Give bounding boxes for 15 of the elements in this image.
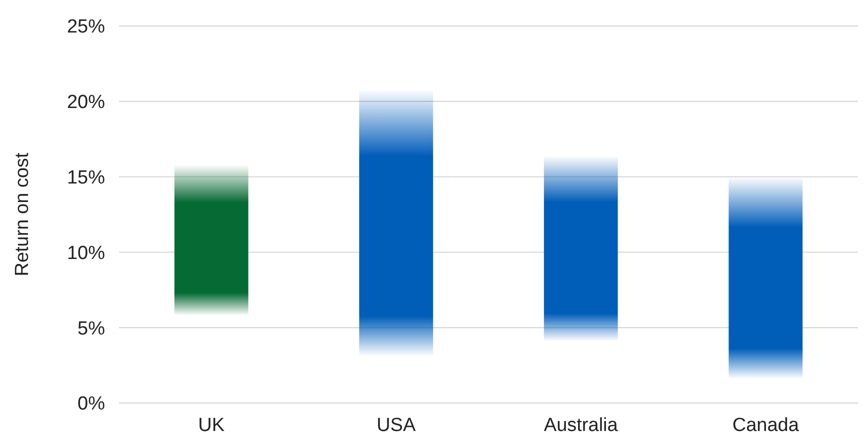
bar bbox=[728, 176, 803, 379]
y-tick-label: 0% bbox=[78, 394, 106, 415]
bar bbox=[174, 164, 248, 316]
y-tick-label: 10% bbox=[66, 242, 106, 264]
y-tick-label: 25% bbox=[66, 16, 106, 38]
bar bbox=[544, 156, 618, 342]
x-tick-label: UK bbox=[198, 415, 225, 436]
y-axis-title: Return on cost bbox=[12, 152, 33, 276]
x-tick-label: Canada bbox=[732, 415, 800, 436]
y-tick-label: 15% bbox=[66, 167, 106, 188]
x-tick-label: USA bbox=[376, 415, 416, 436]
x-tick-label: Australia bbox=[544, 415, 618, 436]
y-tick-label: 20% bbox=[66, 92, 106, 114]
y-tick-label: 5% bbox=[78, 318, 106, 340]
bar bbox=[359, 89, 434, 356]
